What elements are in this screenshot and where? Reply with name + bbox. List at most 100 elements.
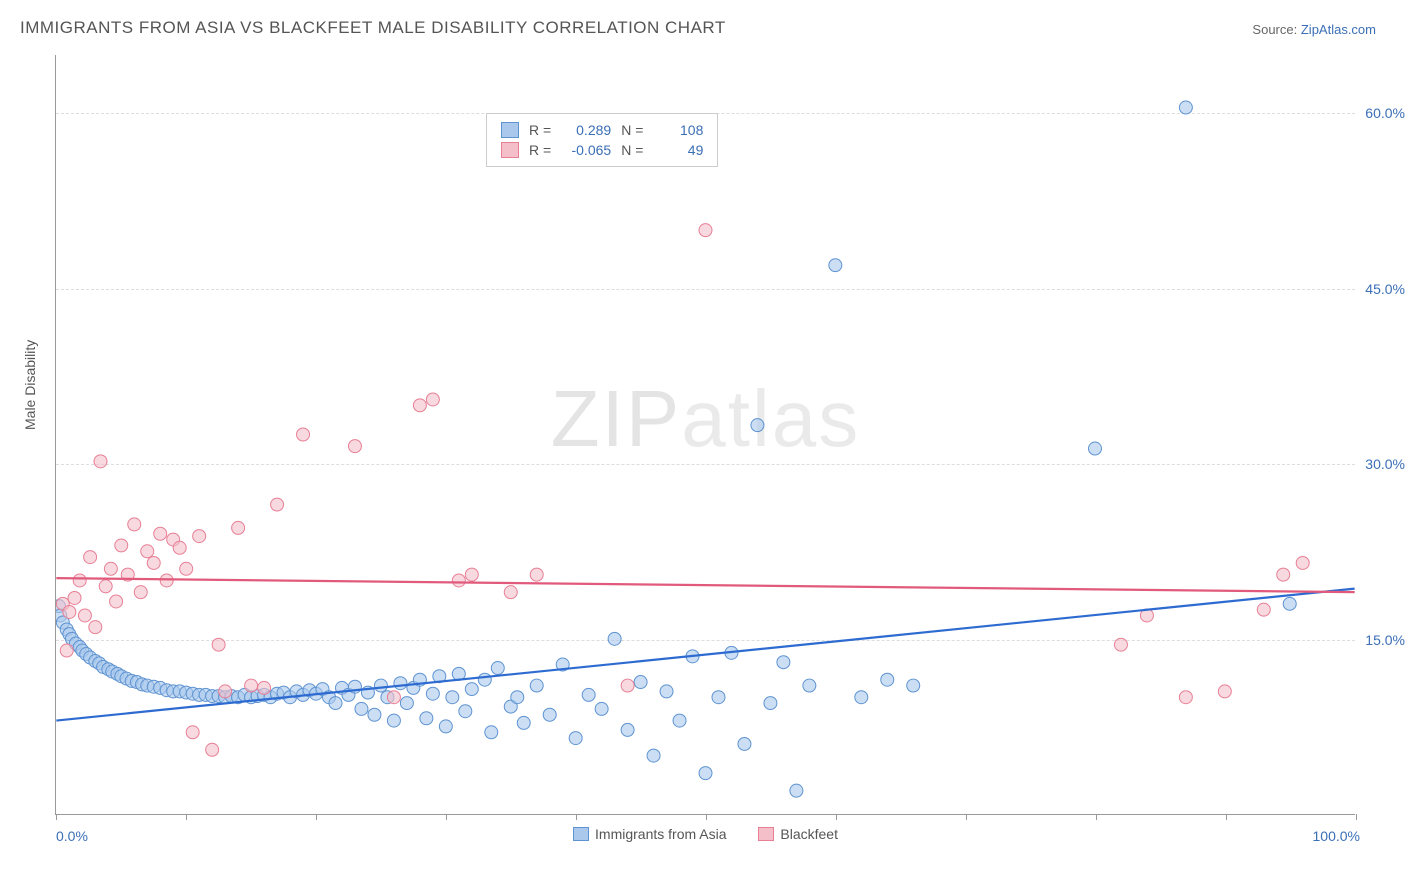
scatter-point-blackfeet [134,586,147,599]
scatter-point-asia [569,732,582,745]
scatter-point-blackfeet [621,679,634,692]
correlation-chart: IMMIGRANTS FROM ASIA VS BLACKFEET MALE D… [0,0,1406,892]
scatter-point-asia [634,676,647,689]
x-tick [1356,814,1357,820]
scatter-point-blackfeet [147,556,160,569]
scatter-point-asia [511,691,524,704]
scatter-point-asia [543,708,556,721]
scatter-point-asia [660,685,673,698]
series-legend: Immigrants from Asia Blackfeet [56,826,1355,844]
scatter-point-blackfeet [99,580,112,593]
scatter-point-asia [465,683,478,696]
scatter-point-asia [1179,101,1192,114]
stats-legend: R = 0.289 N = 108 R = -0.065 N = 49 [486,113,718,167]
scatter-point-asia [582,688,595,701]
scatter-point-blackfeet [115,539,128,552]
scatter-point-blackfeet [206,743,219,756]
scatter-point-blackfeet [387,691,400,704]
plot-area: ZIPatlas 15.0%30.0%45.0%60.0% 0.0% 100.0… [55,55,1355,815]
scatter-point-blackfeet [186,726,199,739]
scatter-point-blackfeet [1179,691,1192,704]
legend-label-asia: Immigrants from Asia [595,826,726,842]
scatter-point-asia [478,673,491,686]
scatter-point-blackfeet [94,455,107,468]
scatter-point-blackfeet [219,685,232,698]
scatter-point-blackfeet [141,545,154,558]
trend-line-asia [56,589,1354,721]
y-tick-label: 15.0% [1365,632,1405,648]
x-tick [1096,814,1097,820]
scatter-point-blackfeet [1296,556,1309,569]
x-tick [446,814,447,820]
scatter-point-blackfeet [232,521,245,534]
scatter-point-asia [400,697,413,710]
scatter-point-asia [647,749,660,762]
n-value-blackfeet: 49 [653,142,703,158]
scatter-point-blackfeet [110,595,123,608]
x-tick [316,814,317,820]
scatter-point-asia [608,632,621,645]
x-tick [56,814,57,820]
scatter-point-asia [446,691,459,704]
scatter-point-asia [368,708,381,721]
scatter-point-asia [790,784,803,797]
legend-label-blackfeet: Blackfeet [780,826,838,842]
legend-item-asia: Immigrants from Asia [573,826,726,842]
stats-row-blackfeet: R = -0.065 N = 49 [501,140,703,160]
scatter-point-blackfeet [1114,638,1127,651]
scatter-point-blackfeet [258,681,271,694]
scatter-point-asia [517,716,530,729]
scatter-point-asia [439,720,452,733]
scatter-point-asia [673,714,686,727]
scatter-point-asia [829,259,842,272]
scatter-point-asia [699,767,712,780]
scatter-point-blackfeet [1277,568,1290,581]
trend-line-blackfeet [56,578,1354,592]
stats-swatch-asia [501,122,519,138]
y-tick-label: 30.0% [1365,456,1405,472]
x-tick [186,814,187,820]
scatter-point-blackfeet [84,551,97,564]
scatter-point-blackfeet [193,530,206,543]
scatter-point-asia [881,673,894,686]
scatter-point-blackfeet [180,562,193,575]
y-tick-label: 45.0% [1365,281,1405,297]
scatter-point-asia [738,737,751,750]
r-value-asia: 0.289 [561,122,611,138]
scatter-point-blackfeet [68,591,81,604]
y-tick-label: 60.0% [1365,105,1405,121]
x-tick [836,814,837,820]
scatter-point-blackfeet [413,399,426,412]
n-label: N = [621,122,643,138]
scatter-point-blackfeet [504,586,517,599]
chart-title: IMMIGRANTS FROM ASIA VS BLACKFEET MALE D… [20,18,726,38]
scatter-point-asia [459,705,472,718]
scatter-point-asia [907,679,920,692]
scatter-point-asia [329,697,342,710]
r-label-2: R = [529,142,551,158]
scatter-point-blackfeet [1257,603,1270,616]
scatter-point-asia [855,691,868,704]
scatter-point-blackfeet [699,224,712,237]
x-tick [966,814,967,820]
scatter-point-blackfeet [348,440,361,453]
scatter-point-blackfeet [426,393,439,406]
stats-swatch-blackfeet [501,142,519,158]
scatter-point-asia [1088,442,1101,455]
source-attribution: Source: ZipAtlas.com [1252,22,1376,37]
r-value-blackfeet: -0.065 [561,142,611,158]
scatter-point-asia [485,726,498,739]
scatter-point-blackfeet [63,605,76,618]
n-label-2: N = [621,142,643,158]
scatter-point-blackfeet [104,562,117,575]
scatter-point-blackfeet [173,541,186,554]
y-axis-label: Male Disability [22,340,38,430]
scatter-point-asia [420,712,433,725]
scatter-point-asia [595,702,608,715]
scatter-svg [56,55,1355,814]
scatter-point-asia [712,691,725,704]
scatter-point-asia [764,697,777,710]
scatter-point-blackfeet [128,518,141,531]
scatter-point-asia [621,723,634,736]
scatter-point-blackfeet [212,638,225,651]
